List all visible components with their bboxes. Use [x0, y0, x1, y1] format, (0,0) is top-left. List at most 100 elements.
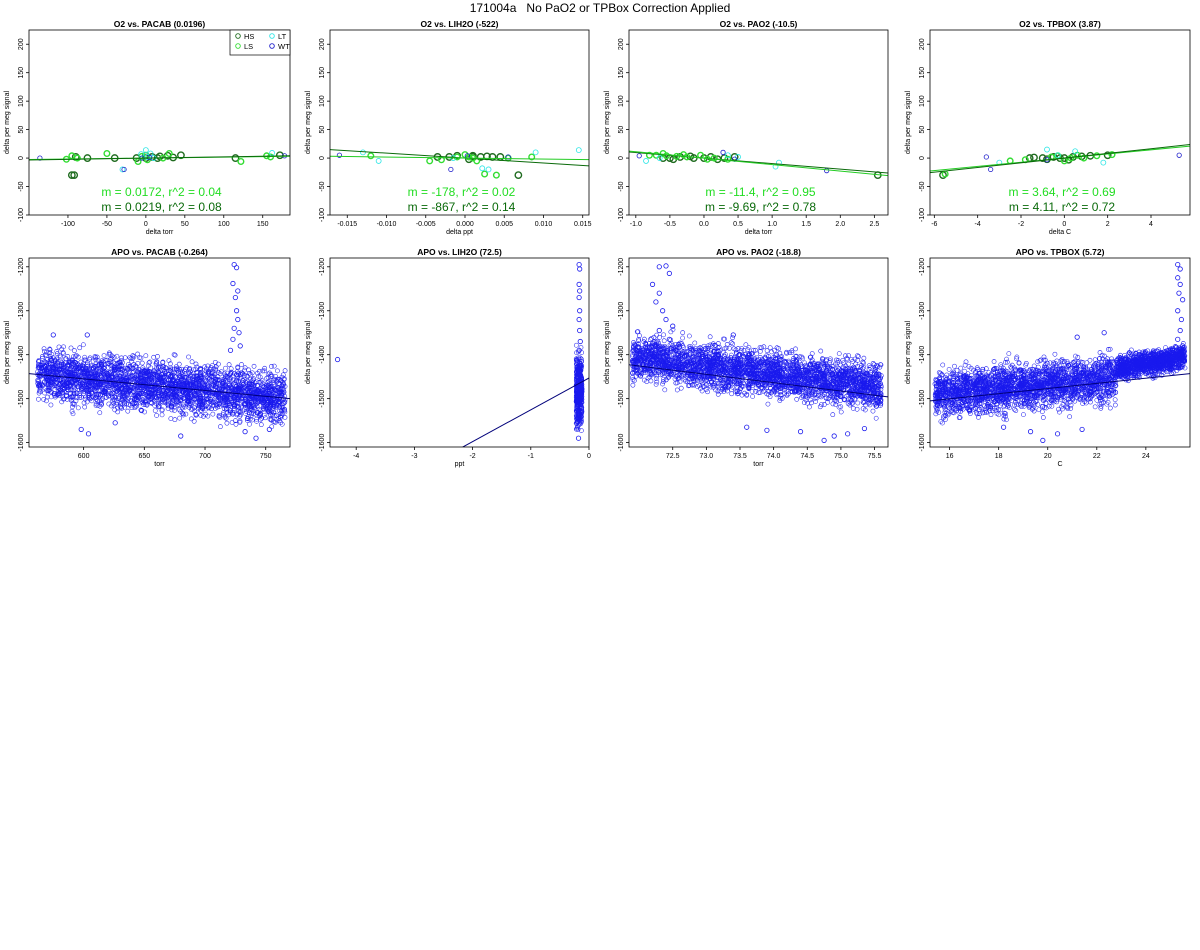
data-point [281, 381, 286, 387]
data-point [576, 393, 582, 399]
x-axis-label: delta C [1049, 229, 1071, 236]
data-point [215, 361, 221, 367]
y-tick-label: -50 [618, 181, 625, 191]
data-point [80, 342, 86, 348]
data-point [243, 411, 248, 416]
data-point [149, 377, 155, 383]
data-point [68, 152, 76, 160]
fit-annotation: m = -9.69, r^2 = 0.78 [705, 200, 816, 214]
data-point [176, 394, 182, 400]
data-point [576, 417, 582, 423]
data-point [260, 383, 265, 389]
x-tick-label: 72.5 [666, 453, 680, 460]
data-point [209, 383, 215, 389]
data-point [367, 152, 375, 160]
y-tick-label: -1600 [618, 434, 625, 452]
data-point [231, 325, 237, 331]
data-point [649, 335, 655, 341]
legend-marker [269, 33, 275, 39]
panel-7: APO vs. PAO2 (-18.8)72.5 73.0 73.5 74.0 74.5… [604, 247, 889, 468]
data-point [278, 420, 284, 425]
data-point [134, 403, 139, 409]
y-tick-label: 200 [319, 38, 326, 50]
plot-area [930, 144, 1190, 180]
data-point [67, 171, 76, 180]
data-point [226, 362, 232, 368]
data-point [56, 366, 62, 372]
data-point [276, 415, 282, 421]
data-point [267, 402, 273, 407]
fit-line [330, 155, 589, 161]
data-point [145, 369, 150, 375]
data-point [119, 166, 126, 173]
data-point [268, 385, 273, 391]
data-point [272, 376, 278, 382]
data-point [88, 373, 94, 379]
data-point [854, 406, 860, 412]
data-point [574, 397, 580, 403]
data-point [579, 387, 585, 392]
data-point [579, 412, 584, 417]
data-point [237, 157, 245, 165]
data-point [830, 401, 836, 407]
y-tick-label: -50 [319, 181, 326, 191]
data-point [98, 392, 104, 398]
data-point [127, 388, 133, 394]
data-point [135, 369, 141, 374]
y-tick-label: 50 [319, 126, 326, 134]
y-tick-label: 150 [18, 67, 25, 79]
data-point [228, 408, 234, 414]
data-point [643, 158, 649, 164]
data-point [812, 395, 818, 401]
data-point [214, 401, 219, 407]
y-tick-label: 100 [18, 95, 25, 107]
data-point [269, 150, 275, 156]
data-point [78, 387, 84, 392]
data-point [162, 400, 168, 405]
data-point [189, 383, 195, 388]
data-point [232, 399, 238, 405]
data-point [242, 373, 248, 378]
y-axis-label: delta per meg signal [905, 91, 912, 154]
data-point [256, 388, 262, 393]
data-point [183, 374, 189, 380]
data-point [275, 385, 281, 391]
x-tick-label: 2.5 [870, 221, 880, 228]
legend-label: HS [244, 32, 254, 41]
data-point [200, 381, 206, 386]
data-point [96, 365, 102, 371]
data-point [93, 403, 99, 408]
data-point [576, 316, 582, 323]
data-point [64, 386, 70, 392]
data-point [724, 155, 732, 163]
data-point [179, 369, 185, 375]
data-point [870, 361, 876, 366]
data-point [135, 394, 140, 399]
data-point [574, 382, 580, 388]
data-point [128, 397, 134, 403]
data-point [201, 399, 207, 404]
data-point [107, 383, 113, 388]
data-point [184, 365, 190, 371]
data-point [830, 412, 836, 418]
data-point [55, 375, 61, 380]
data-point [46, 378, 52, 383]
data-point [69, 394, 75, 399]
data-point [262, 365, 268, 371]
data-point [95, 384, 101, 390]
data-point [276, 389, 282, 395]
data-point [268, 377, 274, 383]
data-point [230, 373, 236, 379]
data-point [227, 347, 234, 353]
panel-3: O2 vs. PAO2 (-10.5)-1.0 -0.5 0.0 0.5 1.0 1.5 2… [604, 19, 889, 236]
data-point [83, 369, 89, 375]
data-point [72, 376, 78, 382]
data-point [705, 389, 710, 395]
data-point [130, 366, 136, 371]
data-point [93, 357, 99, 363]
data-point [43, 359, 48, 365]
data-point [578, 403, 584, 409]
data-point [250, 385, 256, 391]
data-point [579, 419, 584, 425]
data-point [112, 365, 117, 371]
